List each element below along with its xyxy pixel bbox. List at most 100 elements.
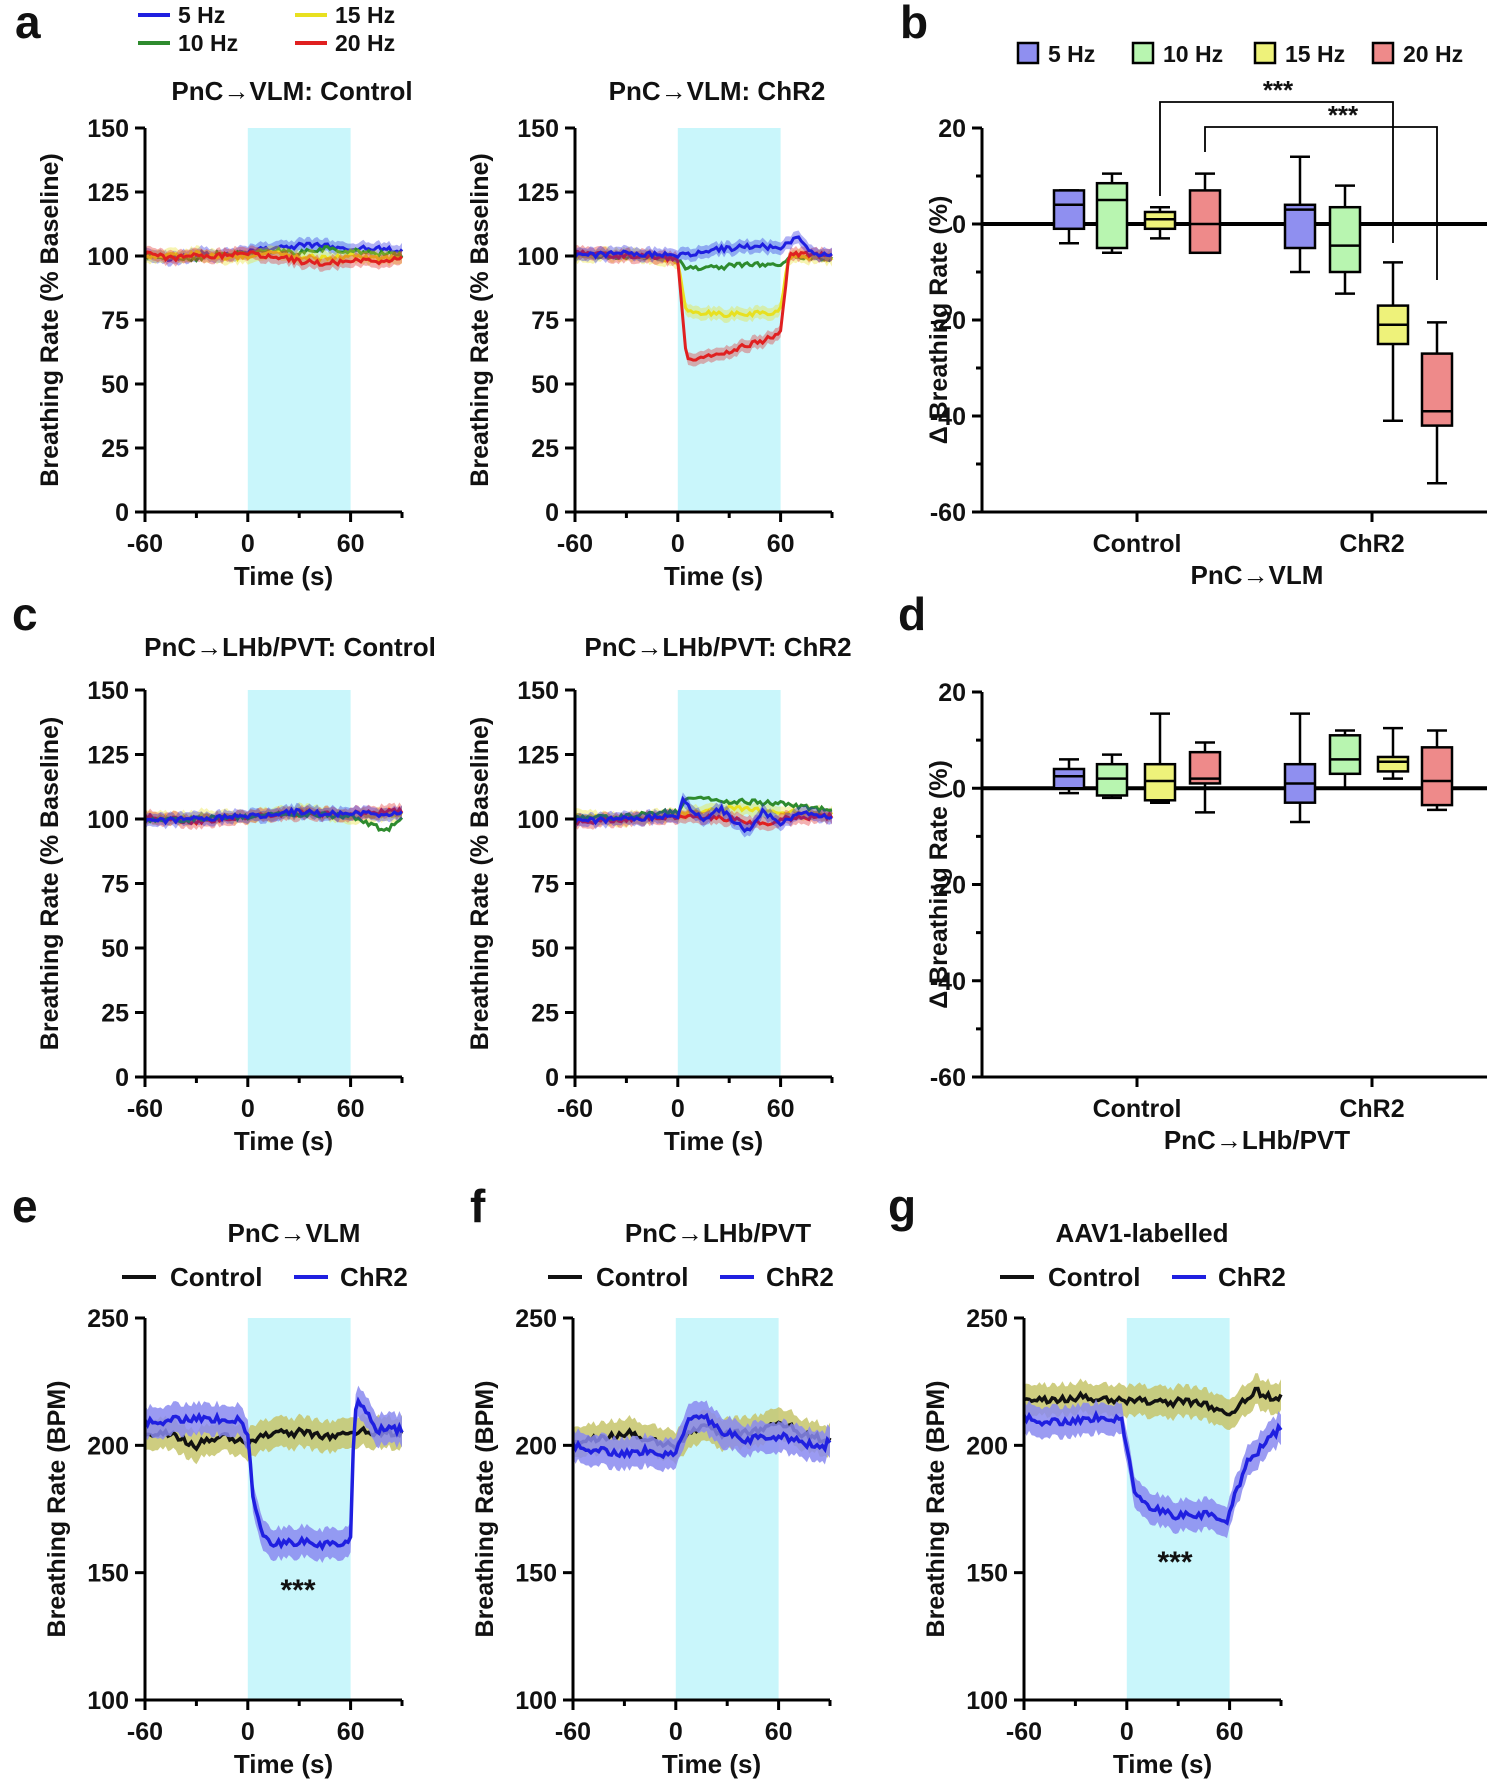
- x-axis-label: Time (s): [662, 1749, 761, 1779]
- box-chr2-15hz: [1376, 261, 1410, 423]
- x-tick-label: 0: [241, 1095, 255, 1123]
- x-axis-label: Time (s): [664, 1126, 763, 1156]
- y-tick-label: -60: [930, 1064, 966, 1092]
- y-tick-label: 25: [531, 1000, 559, 1028]
- y-tick-label: 250: [966, 1305, 1008, 1333]
- legend-label: ChR2: [1218, 1262, 1286, 1292]
- x-tick-label: -60: [557, 530, 593, 558]
- y-tick-label: 100: [87, 243, 129, 271]
- x-axis-label: Time (s): [234, 561, 333, 591]
- panel-label-g: g: [888, 1180, 916, 1232]
- box-control-5hz: [1052, 758, 1086, 795]
- y-tick-label: 20: [938, 115, 966, 143]
- y-axis-label: Δ Breathing Rate (%): [925, 196, 953, 445]
- x-tick-label: 0: [669, 1718, 683, 1746]
- chart-b: -60 -40 -20 0 20 Control ChR2 PnC→VLM Δ Breathin…: [925, 75, 1487, 590]
- y-tick-label: 200: [87, 1432, 129, 1460]
- y-tick-label: 100: [517, 243, 559, 271]
- stimulation-window: [675, 1318, 779, 1700]
- chart-title: PnC→VLM: Control: [171, 76, 412, 106]
- box-control-10hz: [1095, 753, 1129, 800]
- legend-label: 20 Hz: [335, 30, 395, 56]
- y-tick-label: 100: [87, 1687, 129, 1715]
- significance-bracket-20hz: [1204, 126, 1438, 280]
- y-tick-label: 150: [87, 677, 129, 705]
- box-iqr: [1052, 767, 1086, 790]
- chart-title: PnC→LHb/PVT: ChR2: [584, 632, 851, 662]
- box-control-20hz: [1188, 172, 1222, 255]
- group-label: ChR2: [1339, 530, 1404, 558]
- y-tick-label: -40: [930, 403, 966, 431]
- band-control: [145, 1412, 402, 1465]
- box-chr2-10hz: [1328, 184, 1362, 295]
- box-iqr: [1283, 203, 1317, 250]
- stimulation-window: [247, 690, 351, 1077]
- box-iqr: [1420, 352, 1454, 427]
- y-tick-label: 0: [545, 499, 559, 527]
- y-tick-label: 150: [517, 677, 559, 705]
- y-tick-label: -20: [930, 872, 966, 900]
- box-chr2-5hz: [1283, 712, 1317, 824]
- x-tick-label: 0: [241, 1718, 255, 1746]
- significance-bracket-15hz: [1159, 101, 1394, 243]
- panel-label-f: f: [470, 1180, 486, 1232]
- legend-label: 15 Hz: [1285, 41, 1345, 67]
- x-tick-label: 0: [241, 530, 255, 558]
- y-tick-label: 75: [101, 871, 129, 899]
- legend-label: Control: [1048, 1262, 1140, 1292]
- y-tick-label: 0: [115, 499, 129, 527]
- x-tick-label: -60: [127, 530, 163, 558]
- x-tick-label: 0: [671, 530, 685, 558]
- legend-swatch-10-hz: [1131, 41, 1155, 65]
- legend-label: 20 Hz: [1403, 41, 1463, 67]
- legend-swatch-15-hz: [1253, 41, 1277, 65]
- x-tick-label: -60: [127, 1718, 163, 1746]
- y-tick-label: 125: [517, 179, 559, 207]
- box-control-15hz: [1143, 712, 1177, 804]
- box-iqr: [1328, 205, 1362, 274]
- box-chr2-10hz: [1328, 729, 1362, 790]
- significance-marker: ***: [1328, 100, 1359, 130]
- x-tick-label: -60: [555, 1718, 591, 1746]
- series-line-chr2: [143, 1396, 404, 1552]
- y-axis-label: Breathing Rate (% Baseline): [36, 717, 64, 1050]
- stimulation-window: [247, 128, 351, 512]
- y-axis-label: Breathing Rate (% Baseline): [466, 717, 494, 1050]
- group-label: Control: [1093, 530, 1182, 558]
- y-tick-label: 150: [966, 1560, 1008, 1588]
- series-line-control: [1023, 1386, 1283, 1417]
- significance-marker: ***: [1263, 75, 1294, 105]
- panel-label-c: c: [12, 588, 38, 640]
- x-axis-label: Time (s): [664, 561, 763, 591]
- y-tick-label: 50: [101, 371, 129, 399]
- x-tick-label: 60: [1216, 1718, 1244, 1746]
- stimulation-window: [677, 128, 781, 512]
- legend-label: Control: [596, 1262, 688, 1292]
- panel-label-a: a: [15, 0, 41, 48]
- box-iqr: [1095, 181, 1129, 250]
- y-tick-label: 250: [87, 1305, 129, 1333]
- y-tick-label: 0: [545, 1064, 559, 1092]
- box-iqr: [1328, 734, 1362, 776]
- box-control-20hz: [1188, 741, 1222, 814]
- series-line-20-hz: [574, 249, 833, 362]
- box-chr2-20hz: [1420, 321, 1454, 485]
- y-tick-label: 125: [517, 742, 559, 770]
- series-line-5-hz: [143, 806, 403, 826]
- box-control-10hz: [1095, 172, 1129, 255]
- band-5-hz: [575, 792, 832, 838]
- y-axis-label: Δ Breathing Rate (%): [925, 760, 953, 1009]
- x-tick-label: 60: [767, 530, 795, 558]
- series-line-5-hz: [573, 235, 833, 260]
- box-iqr: [1376, 755, 1410, 773]
- y-tick-label: 125: [87, 179, 129, 207]
- y-tick-label: 200: [515, 1432, 557, 1460]
- group-label: Control: [1093, 1095, 1182, 1123]
- chart-title: PnC→VLM: ChR2: [609, 76, 826, 106]
- legend-swatch-20-hz: [1371, 41, 1395, 65]
